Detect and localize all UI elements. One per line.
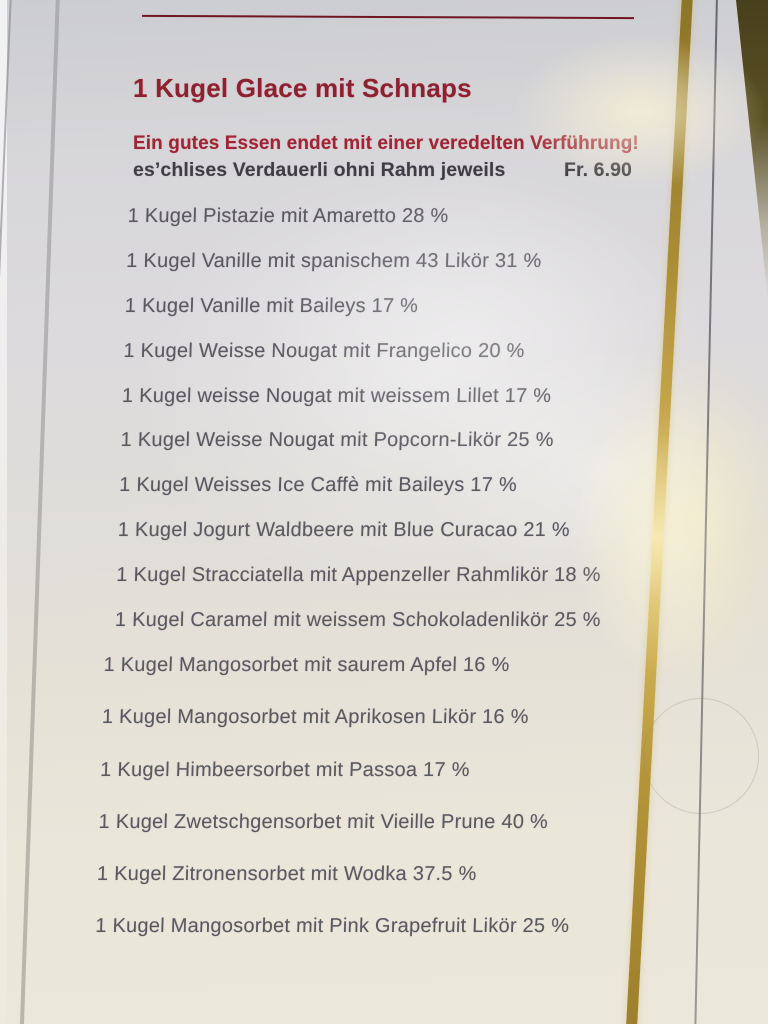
- menu-item: 1 Kugel Caramel mit weissem Schokoladenl…: [114, 609, 602, 632]
- page-title: 1 Kugel Glace mit Schnaps: [133, 73, 472, 104]
- menu-note: es’chlises Verdauerli ohni Rahm jeweils: [133, 159, 506, 181]
- menu-price: Fr. 6.90: [563, 159, 632, 181]
- price-row: es’chlises Verdauerli ohni Rahm jeweils …: [133, 159, 632, 182]
- menu-item: 1 Kugel Mangosorbet mit saurem Apfel 16 …: [103, 653, 510, 676]
- menu-item: 1 Kugel Himbeersorbet mit Passoa 17 %: [99, 758, 471, 781]
- menu-item: 1 Kugel Mangosorbet mit Aprikosen Likör …: [101, 706, 530, 729]
- menu-item: 1 Kugel Weisse Nougat mit Frangelico 20 …: [123, 339, 525, 362]
- menu-item: 1 Kugel Zitronensorbet mit Wodka 37.5 %: [96, 863, 477, 886]
- menu-items-section: 1 Kugel Pistazie mit Amaretto 28 % 1 Kug…: [0, 205, 768, 968]
- menu-item: 1 Kugel Vanille mit spanischem 43 Likör …: [125, 249, 542, 272]
- menu-item: 1 Kugel Mangosorbet mit Pink Grapefruit …: [94, 915, 570, 938]
- menu-item: 1 Kugel Pistazie mit Amaretto 28 %: [127, 205, 449, 227]
- menu-item: 1 Kugel Zwetschgensorbet mit Vieille Pru…: [98, 810, 549, 833]
- menu-item: 1 Kugel Weisse Nougat mit Popcorn-Likör …: [120, 429, 555, 452]
- menu-item: 1 Kugel Weisses Ice Caffè mit Baileys 17…: [118, 474, 518, 497]
- header-divider-rule: [141, 14, 635, 20]
- menu-item: 1 Kugel Stracciatella mit Appenzeller Ra…: [116, 564, 602, 587]
- menu-item: 1 Kugel Jogurt Waldbeere mit Blue Curaca…: [117, 519, 571, 542]
- menu-item: 1 Kugel weisse Nougat mit weissem Lillet…: [121, 384, 552, 407]
- menu-subtitle: Ein gutes Essen endet mit einer veredelt…: [133, 133, 639, 154]
- sorbet-list: 1 Kugel Mangosorbet mit saurem Apfel 16 …: [0, 654, 754, 968]
- menu-item: 1 Kugel Vanille mit Baileys 17 %: [124, 294, 419, 317]
- cream-glace-list: 1 Kugel Pistazie mit Amaretto 28 % 1 Kug…: [0, 205, 768, 654]
